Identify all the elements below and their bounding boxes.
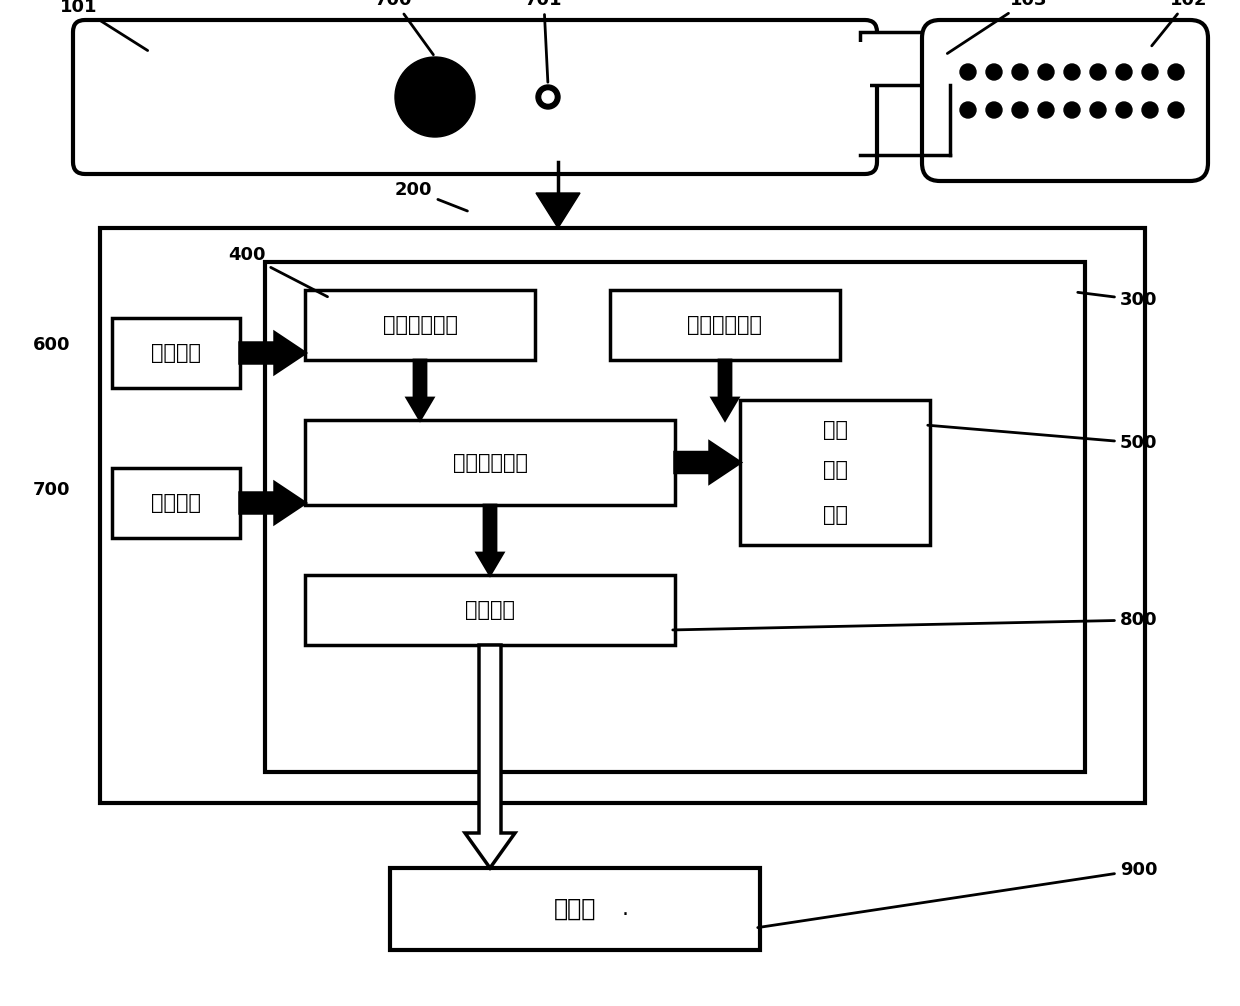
Circle shape <box>1064 64 1080 80</box>
Bar <box>112 318 241 388</box>
Circle shape <box>960 102 976 118</box>
Bar <box>391 868 760 950</box>
Text: 800: 800 <box>673 611 1158 630</box>
Text: 数据处理装置: 数据处理装置 <box>453 453 527 473</box>
Circle shape <box>1064 102 1080 118</box>
Circle shape <box>1090 102 1106 118</box>
Text: 通信装置: 通信装置 <box>465 600 515 620</box>
Text: 500: 500 <box>928 426 1157 452</box>
Bar <box>305 290 534 360</box>
Polygon shape <box>241 483 305 523</box>
Circle shape <box>542 91 554 103</box>
Circle shape <box>986 102 1002 118</box>
Circle shape <box>1012 64 1028 80</box>
Circle shape <box>405 67 465 127</box>
Polygon shape <box>536 193 580 228</box>
FancyBboxPatch shape <box>73 20 877 174</box>
Text: .: . <box>621 899 629 919</box>
Circle shape <box>1142 102 1158 118</box>
Text: 300: 300 <box>1078 291 1157 309</box>
Text: 103: 103 <box>947 0 1048 53</box>
Bar <box>112 468 241 538</box>
Bar <box>305 575 675 645</box>
Circle shape <box>1090 64 1106 80</box>
Circle shape <box>425 87 445 107</box>
Circle shape <box>1038 102 1054 118</box>
Text: 102: 102 <box>1152 0 1208 46</box>
Text: 200: 200 <box>396 181 467 211</box>
Circle shape <box>1116 64 1132 80</box>
Bar <box>265 262 1085 772</box>
Circle shape <box>1038 64 1054 80</box>
Text: 监控端: 监控端 <box>554 897 596 921</box>
Text: 电源装置: 电源装置 <box>151 343 201 363</box>
Text: 101: 101 <box>60 0 148 50</box>
Circle shape <box>986 64 1002 80</box>
Text: 700: 700 <box>374 0 433 54</box>
Text: 400: 400 <box>228 246 327 297</box>
Circle shape <box>1142 64 1158 80</box>
Bar <box>305 420 675 505</box>
Circle shape <box>1168 102 1184 118</box>
Text: 701: 701 <box>525 0 563 82</box>
Text: 700: 700 <box>33 481 71 499</box>
Bar <box>740 400 930 545</box>
Polygon shape <box>241 333 305 373</box>
Circle shape <box>1168 64 1184 80</box>
Text: 状态检测装置: 状态检测装置 <box>687 315 763 335</box>
Polygon shape <box>675 443 740 483</box>
Circle shape <box>1116 102 1132 118</box>
Circle shape <box>536 85 560 109</box>
Circle shape <box>415 77 455 117</box>
Polygon shape <box>712 360 738 420</box>
Bar <box>856 42 870 88</box>
Text: 反馈: 反馈 <box>822 460 847 480</box>
Bar <box>100 228 1145 803</box>
Text: 声音: 声音 <box>822 420 847 440</box>
Polygon shape <box>477 505 503 575</box>
Circle shape <box>1012 102 1028 118</box>
Text: 压力检测装置: 压力检测装置 <box>382 315 458 335</box>
Polygon shape <box>407 360 433 420</box>
Bar <box>610 290 839 360</box>
FancyBboxPatch shape <box>923 20 1208 181</box>
Text: 装置: 装置 <box>822 505 847 525</box>
Circle shape <box>960 64 976 80</box>
Polygon shape <box>465 645 515 868</box>
Text: 900: 900 <box>758 861 1157 928</box>
Text: 开关器件: 开关器件 <box>151 493 201 513</box>
Circle shape <box>396 57 475 137</box>
Text: 600: 600 <box>33 336 71 354</box>
Bar <box>861 32 945 85</box>
